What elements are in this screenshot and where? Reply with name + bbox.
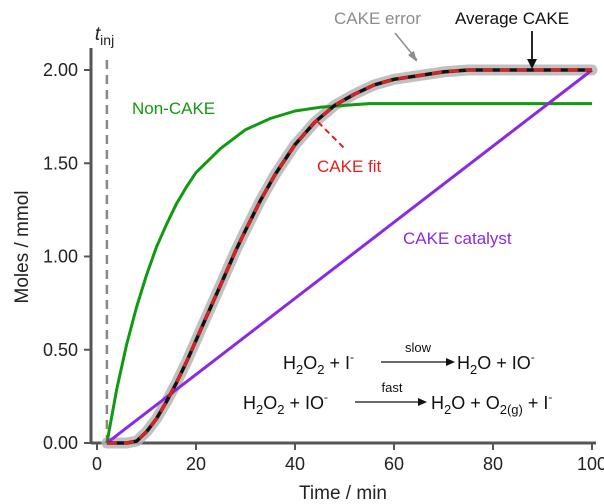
- svg-text:H2O + O2(g) + I-: H2O + O2(g) + I-: [431, 390, 552, 417]
- arrow-label-slow: slow: [405, 340, 432, 355]
- y-axis-title: Moles / mmol: [12, 191, 33, 304]
- y-tick-label: 0.00: [43, 433, 78, 453]
- y-tick-label: 2.00: [43, 60, 78, 80]
- annotation-cake-catalyst: CAKE catalyst: [403, 229, 512, 248]
- x-tick-label: 40: [285, 454, 305, 474]
- annotation-non-cake: Non-CAKE: [132, 99, 215, 118]
- injection-marker-label: tinj: [95, 24, 114, 48]
- y-ticks: 0.00 0.50 1.00 1.50 2.00: [43, 60, 91, 453]
- x-tick-label: 20: [186, 454, 206, 474]
- y-tick-label: 0.50: [43, 340, 78, 360]
- reaction-equation-1: H2O2 + I- slow H2O + IO-: [283, 340, 535, 377]
- y-tick-label: 1.50: [43, 153, 78, 173]
- svg-text:H2O2 + I-: H2O2 + I-: [283, 350, 354, 377]
- series-layer: [101, 64, 598, 449]
- svg-text:H2O + IO-: H2O + IO-: [457, 350, 535, 377]
- x-tick-label: 100: [577, 454, 604, 474]
- svg-text:H2O2 + IO-: H2O2 + IO-: [243, 390, 328, 417]
- annotation-average-cake: Average CAKE: [455, 9, 569, 28]
- y-tick-label: 1.00: [43, 247, 78, 267]
- annotation-cake-error: CAKE error: [334, 9, 421, 28]
- arrow-label-fast: fast: [382, 380, 403, 395]
- annotation-cake-fit-pointer: [317, 121, 347, 151]
- series-non-cake-line: [105, 102, 592, 444]
- series-cake-catalyst-line: [105, 68, 593, 445]
- x-ticks: 0 20 40 60 80 100: [92, 443, 604, 474]
- x-axis-title: Time / min: [299, 483, 387, 504]
- reaction-arrowhead-2: [418, 398, 427, 406]
- x-tick-label: 60: [384, 454, 404, 474]
- annotation-cake-fit: CAKE fit: [317, 157, 382, 176]
- annotation-cake-error-arrowhead: [408, 51, 417, 62]
- x-tick-label: 80: [483, 454, 503, 474]
- reaction-equation-2: H2O2 + IO- fast H2O + O2(g) + I-: [243, 380, 552, 417]
- x-tick-label: 0: [92, 454, 102, 474]
- series-cake-fit-line: [106, 68, 592, 445]
- annotation-average-cake-arrowhead: [527, 59, 537, 69]
- reaction-arrowhead-1: [446, 358, 455, 366]
